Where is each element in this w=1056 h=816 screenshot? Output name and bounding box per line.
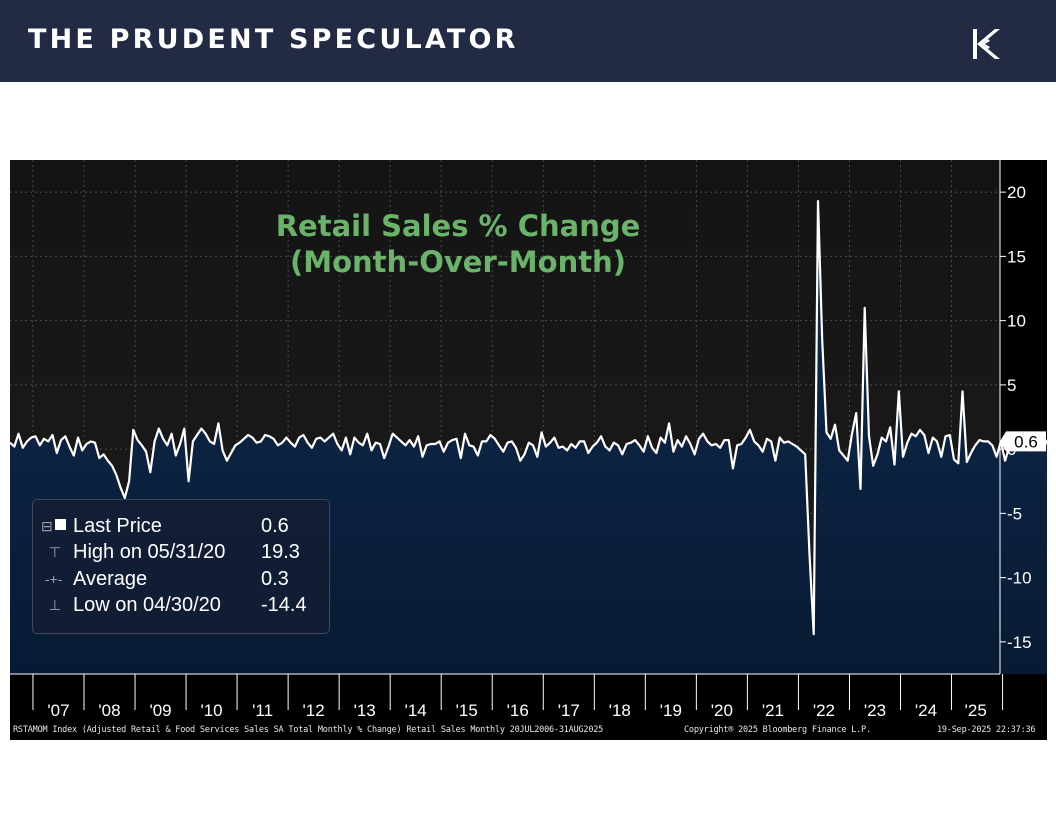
x-tick-label: '12 <box>303 701 325 720</box>
footer-source: RSTAMOM Index (Adjusted Retail & Food Se… <box>13 725 604 735</box>
legend-box: ⊟ Last Price 0.6 ⊤ High on 05/31/20 19.3… <box>32 499 330 634</box>
x-tick-label: '22 <box>813 701 835 720</box>
x-tick-label: '21 <box>762 701 784 720</box>
legend-row-average: -+- Average 0.3 <box>33 567 329 593</box>
legend-row-last-price: ⊟ Last Price 0.6 <box>33 514 329 540</box>
x-tick-label: '25 <box>965 701 987 720</box>
x-tick-label: '19 <box>660 701 682 720</box>
x-tick-label: '20 <box>711 701 733 720</box>
last-price-marker-icon: ⊟ <box>41 514 71 538</box>
last-value-badge: 0.6 <box>1000 431 1046 452</box>
y-tick-label: 20 <box>1007 183 1026 202</box>
chart-title-block: Retail Sales % Change (Month-Over-Month) <box>258 208 658 280</box>
legend-value: 19.3 <box>261 541 300 563</box>
x-tick-label: '17 <box>558 701 580 720</box>
x-tick-label: '16 <box>507 701 529 720</box>
x-tick-label: '23 <box>864 701 886 720</box>
legend-value: 0.6 <box>261 515 289 537</box>
legend-row-high: ⊤ High on 05/31/20 19.3 <box>33 540 329 566</box>
high-marker-icon: ⊤ <box>41 544 61 560</box>
x-axis: '07 '08 '09 '10 '11 '12 '13 '14 '15 '16 '17 '18 '19 '… <box>10 673 1004 720</box>
x-tick-label: '15 <box>456 701 478 720</box>
x-tick-label: '11 <box>252 701 273 720</box>
series-line <box>10 200 1047 636</box>
legend-row-low: ⊥ Low on 04/30/20 -14.4 <box>33 593 329 619</box>
brand-title: THE PRUDENT SPECULATOR <box>28 24 519 55</box>
y-tick-label: 10 <box>1007 312 1026 331</box>
kk-monogram-icon <box>973 29 1000 59</box>
y-tick-label: -15 <box>1007 633 1032 652</box>
y-tick-label: -10 <box>1007 569 1032 588</box>
footer-copyright: Copyright® 2025 Bloomberg Finance L.P. <box>684 725 871 735</box>
header-bar: THE PRUDENT SPECULATOR <box>0 0 1056 82</box>
y-tick-label: 5 <box>1007 376 1016 395</box>
x-tick-label: '09 <box>149 701 171 720</box>
legend-label: Last Price <box>73 515 162 537</box>
x-tick-label: '24 <box>915 701 937 720</box>
chart-subtitle: (Month-Over-Month) <box>290 245 626 279</box>
low-marker-icon: ⊥ <box>41 597 61 613</box>
x-tick-label: '18 <box>609 701 631 720</box>
legend-value: 0.3 <box>261 568 289 590</box>
y-tick-label: 15 <box>1007 247 1026 266</box>
chart-title: Retail Sales % Change <box>275 209 641 243</box>
x-tick-label: '14 <box>405 701 427 720</box>
x-tick-label: '08 <box>98 701 120 720</box>
footer-timestamp: 19-Sep-2025 22:37:36 <box>937 725 1036 735</box>
legend-label: Low on 04/30/20 <box>73 594 221 616</box>
x-tick-label: '07 <box>47 701 69 720</box>
legend-value: -14.4 <box>261 594 307 616</box>
average-marker-icon: -+- <box>41 571 63 587</box>
last-value-text: 0.6 <box>1014 432 1038 451</box>
x-tick-label: '13 <box>354 701 376 720</box>
x-tick-label: '10 <box>200 701 222 720</box>
legend-label: Average <box>73 568 148 590</box>
y-tick-label: -5 <box>1007 504 1022 523</box>
last-value-box <box>1000 431 1046 452</box>
legend-label: High on 05/31/20 <box>73 541 226 563</box>
